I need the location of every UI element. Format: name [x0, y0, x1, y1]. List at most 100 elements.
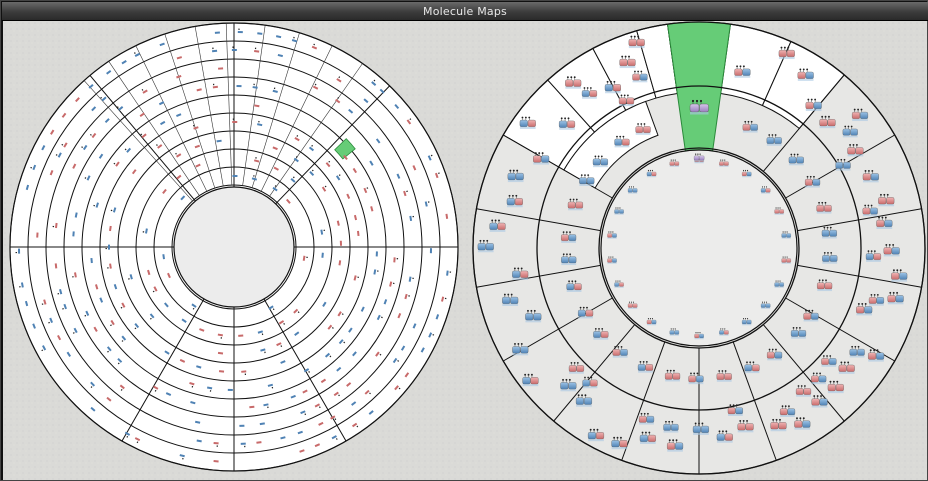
right-molecule-map[interactable] — [472, 21, 926, 475]
molecule-body — [568, 234, 577, 242]
molecule-atom — [381, 316, 383, 319]
molecule-body — [663, 424, 671, 431]
molecule-shadow — [883, 254, 900, 257]
molecule-body — [614, 282, 620, 287]
molecule-icon — [821, 355, 837, 367]
molecule-glyph — [277, 53, 283, 58]
molecule-shadow — [627, 307, 638, 309]
molecule-shadow — [632, 80, 648, 83]
molecule-shadow — [611, 447, 628, 450]
molecule-icon — [760, 301, 771, 309]
molecule-glyph — [394, 103, 400, 110]
molecule-body — [850, 128, 858, 136]
molecule-atom — [338, 76, 341, 79]
molecule-atom — [780, 46, 783, 49]
molecule-atom — [562, 253, 565, 256]
molecule-body — [502, 296, 511, 305]
molecule-glyph — [429, 248, 433, 254]
molecule-atom — [182, 457, 184, 460]
right-divider-5 — [762, 324, 845, 422]
molecule-atom — [89, 133, 92, 136]
molecule-body — [514, 198, 523, 206]
molecule-glyph — [420, 347, 425, 353]
molecule-glyph — [54, 263, 58, 269]
molecule-shadow — [646, 324, 657, 326]
molecule-glyph — [393, 257, 396, 263]
molecule-icon — [489, 219, 506, 232]
molecule-shadow — [835, 168, 851, 171]
molecule-atom — [293, 36, 295, 39]
molecule-glyph — [257, 330, 264, 334]
molecule-glyph — [227, 388, 233, 392]
molecule-shadow — [578, 316, 593, 319]
molecule-atom — [871, 169, 874, 172]
molecule-shadow — [816, 211, 832, 214]
molecule-body — [579, 177, 587, 185]
molecule-glyph — [239, 424, 245, 427]
molecule-atom — [876, 349, 879, 352]
molecule-atom — [628, 186, 631, 188]
molecule-glyph — [213, 441, 219, 445]
molecule-glyph — [335, 98, 341, 104]
molecule-glyph — [260, 348, 266, 352]
title-bar[interactable]: Molecule Maps — [2, 2, 928, 21]
molecule-glyph — [218, 67, 224, 70]
molecule-atom — [110, 324, 112, 327]
molecule-atom — [775, 280, 777, 282]
molecule-shadow — [559, 127, 575, 130]
molecule-icon — [741, 169, 752, 178]
molecule-glyph — [249, 405, 255, 409]
molecule-body — [585, 309, 594, 317]
molecule-icon — [582, 376, 598, 389]
molecule-icon — [512, 342, 529, 356]
molecule-body — [632, 303, 638, 308]
molecule-atom — [610, 256, 612, 258]
molecule-atom — [517, 267, 520, 270]
molecule-atom — [816, 372, 818, 375]
molecule-body — [824, 205, 832, 212]
molecule-body — [843, 161, 851, 169]
molecule-icon — [781, 231, 791, 239]
molecule-atom — [847, 361, 850, 364]
molecule-shadow — [568, 208, 583, 211]
molecule-icon — [788, 153, 804, 166]
molecule-atom — [799, 68, 802, 71]
molecule-glyph — [383, 299, 388, 305]
molecule-atom — [212, 47, 214, 50]
molecule-atom — [775, 348, 777, 351]
molecule-body — [818, 375, 827, 383]
molecule-glyph — [375, 138, 381, 144]
molecule-glyph — [297, 430, 303, 435]
molecule-glyph — [25, 184, 30, 191]
molecule-atom — [640, 123, 643, 125]
molecule-body — [627, 58, 636, 67]
molecule-atom — [619, 135, 622, 138]
molecule-glyph — [314, 403, 320, 408]
molecule-atom — [637, 70, 640, 73]
molecule-atom — [743, 169, 745, 172]
molecule-icon — [741, 317, 752, 326]
molecule-atom — [771, 134, 774, 136]
molecule-atom — [824, 201, 827, 204]
molecule-shadow — [519, 126, 536, 129]
left-subdivider — [194, 26, 224, 186]
left-molecule-map[interactable] — [9, 22, 459, 472]
molecule-atom — [821, 279, 824, 282]
molecule-atom — [311, 169, 314, 172]
molecule-glyph — [164, 350, 170, 355]
molecule-atom — [120, 306, 123, 309]
molecule-body — [824, 282, 833, 290]
molecule-body — [805, 71, 814, 79]
molecule-body — [794, 420, 803, 428]
molecule-atom — [732, 404, 735, 407]
molecule-body — [816, 205, 825, 212]
molecule-glyph — [412, 323, 417, 329]
molecule-shadow — [827, 391, 844, 394]
molecule-atom — [612, 256, 614, 258]
molecule-body — [692, 425, 701, 434]
molecule-body — [600, 158, 608, 166]
molecule-icon — [581, 87, 598, 99]
molecule-icon — [781, 256, 791, 264]
molecule-glyph — [179, 358, 186, 363]
molecule-atom — [632, 186, 635, 188]
